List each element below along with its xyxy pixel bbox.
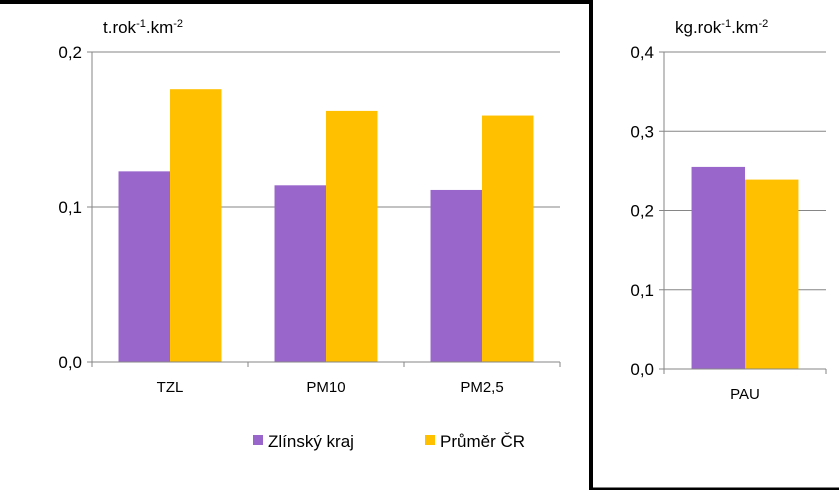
legend-swatch-zlinsky-kraj — [253, 435, 263, 445]
chart-1-unit-exp2: -2 — [173, 18, 183, 30]
chart-2-unit-exp2: -2 — [758, 18, 768, 30]
chart-1-unit-label: t.rok-1.km-2 — [103, 18, 183, 37]
y-tick-label: 0,2 — [630, 202, 654, 221]
chart-2-unit-text: kg.rok — [675, 18, 722, 37]
y-tick-label: 0,1 — [630, 281, 654, 300]
bar-pau-series-1 — [691, 166, 745, 369]
x-tick-label: PM10 — [306, 379, 345, 396]
bar-pm2-5-series-1 — [430, 189, 482, 362]
chart-2-x-tick-labels: PAU — [730, 386, 760, 403]
y-tick-label: 0,2 — [58, 43, 82, 62]
chart-1-unit-mid: .km — [146, 18, 173, 37]
chart-1: t.rok-1.km-2 0,0 0,1 0,2 TZL PM10 PM2,5 — [58, 18, 561, 396]
bar-pau-series-2 — [745, 179, 799, 369]
chart-2-unit-label: kg.rok-1.km-2 — [675, 18, 768, 37]
legend: Zlínský kraj Průměr ČR — [253, 432, 525, 451]
y-tick-label: 0,0 — [630, 360, 654, 379]
bar-pm2-5-series-2 — [482, 115, 534, 362]
bar-tzl-series-2 — [170, 89, 222, 362]
y-tick-label: 0,4 — [630, 43, 654, 62]
bar-pm10-series-2 — [326, 110, 378, 363]
chart-1-unit-exp1: -1 — [136, 18, 146, 30]
legend-swatch-prumer-cr — [425, 435, 435, 445]
x-tick-label: PM2,5 — [460, 379, 503, 396]
legend-label-zlinsky-kraj: Zlínský kraj — [268, 432, 354, 451]
chart-1-bars — [118, 89, 534, 363]
chart-2-unit-exp1: -1 — [721, 18, 731, 30]
y-tick-label: 0,3 — [630, 122, 654, 141]
bar-tzl-series-1 — [118, 171, 170, 362]
chart-2-y-tick-labels: 0,0 0,1 0,2 0,3 0,4 — [630, 43, 654, 379]
chart-2: kg.rok-1.km-2 0,0 0,1 0,2 0,3 0,4 PAU — [630, 18, 827, 403]
bar-pm10-series-1 — [274, 185, 326, 362]
legend-label-prumer-cr: Průměr ČR — [440, 432, 525, 451]
chart-2-bars — [691, 166, 799, 369]
chart-2-axes — [659, 51, 827, 374]
chart-1-y-tick-labels: 0,0 0,1 0,2 — [58, 43, 82, 372]
chart-2-unit-mid: .km — [731, 18, 758, 37]
chart-1-x-tick-labels: TZL PM10 PM2,5 — [157, 379, 504, 396]
chart-1-unit-text: t.rok — [103, 18, 137, 37]
y-tick-label: 0,0 — [58, 353, 82, 372]
x-tick-label: TZL — [157, 379, 184, 396]
x-tick-label: PAU — [730, 386, 760, 403]
y-tick-label: 0,1 — [58, 198, 82, 217]
chart-1-axes — [87, 51, 561, 367]
